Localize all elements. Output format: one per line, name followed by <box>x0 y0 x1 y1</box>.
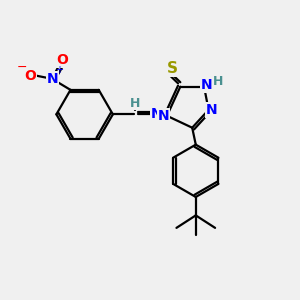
Text: N: N <box>158 109 169 123</box>
Text: S: S <box>167 61 178 76</box>
Text: O: O <box>56 53 68 67</box>
Text: H: H <box>213 75 224 88</box>
Text: N: N <box>151 107 162 121</box>
Text: H: H <box>130 97 140 110</box>
Text: −: − <box>17 61 28 74</box>
Text: +: + <box>55 65 63 75</box>
Text: N: N <box>206 103 217 117</box>
Text: N: N <box>46 72 58 86</box>
Text: N: N <box>201 78 212 92</box>
Text: O: O <box>25 69 37 82</box>
